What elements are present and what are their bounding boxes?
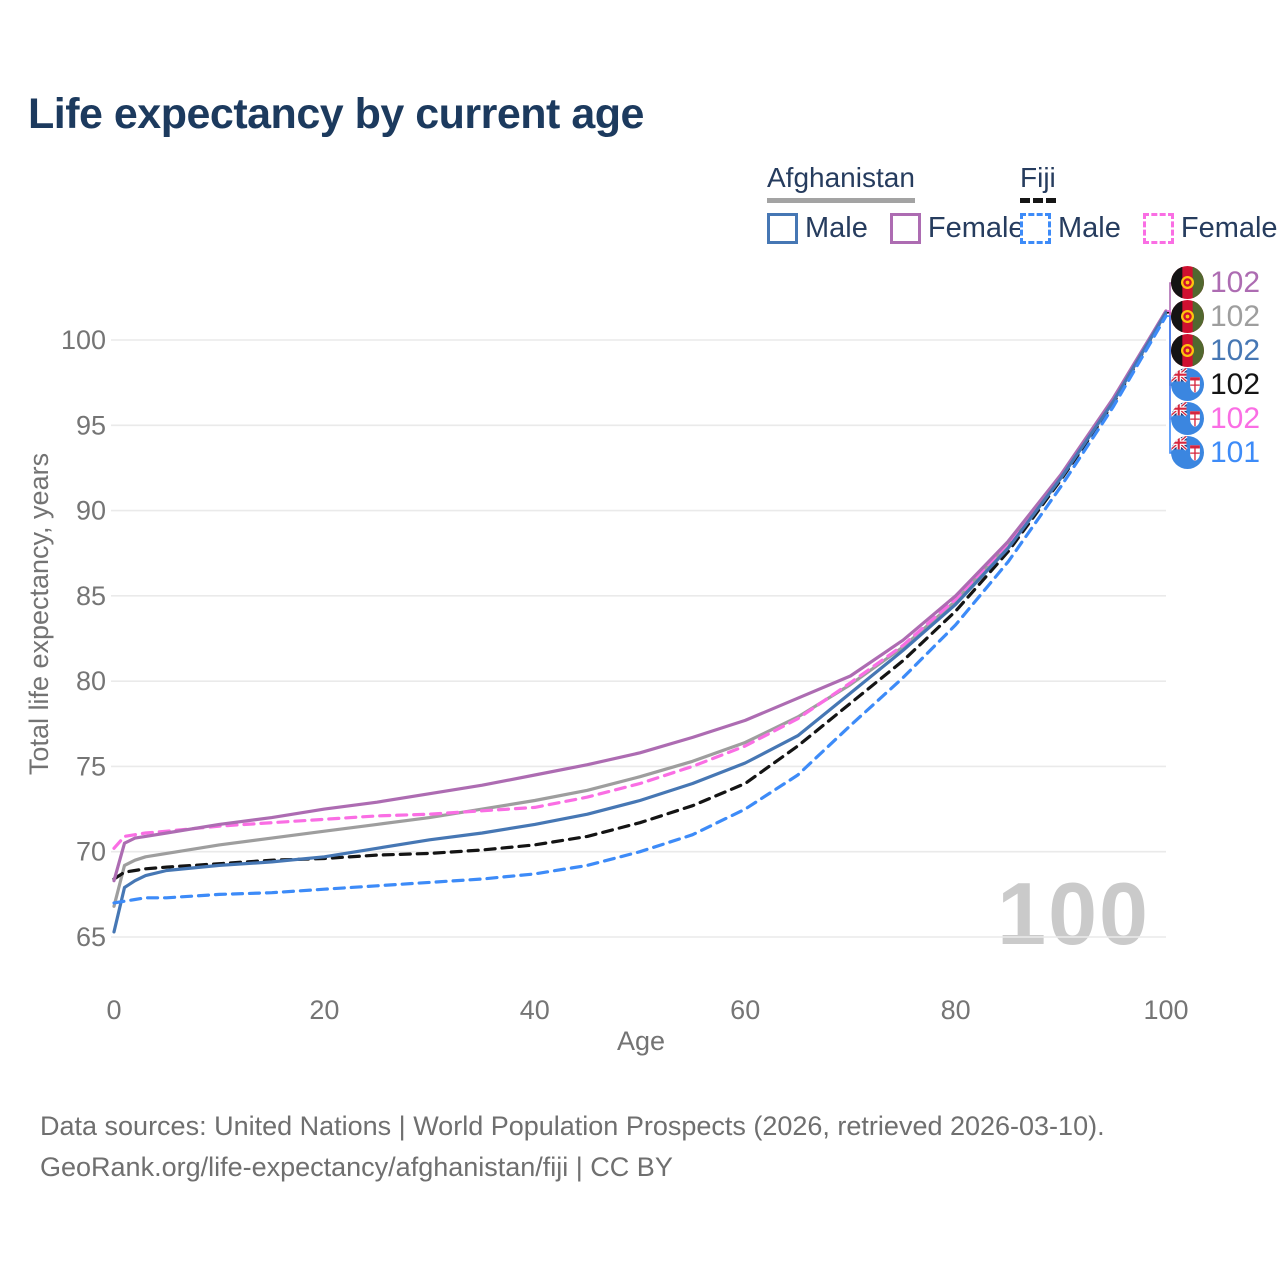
end-label-row-fiji_female: 102 — [1171, 402, 1260, 436]
legend-row-afghanistan: Male Female — [767, 212, 1047, 245]
end-value-label: 102 — [1210, 368, 1261, 401]
y-axis-title: Total life expectancy, years — [24, 453, 54, 775]
x-tick-label: 20 — [309, 995, 339, 1025]
y-tick-label: 70 — [76, 837, 106, 867]
age-indicator-watermark: 100 — [997, 864, 1150, 963]
legend-item-afghanistan-female[interactable]: Female — [889, 212, 1025, 245]
series-line-afg_total[interactable] — [112, 309, 1168, 908]
legend-item-fiji-male[interactable]: Male — [1020, 212, 1121, 245]
page-title: Life expectancy by current age — [28, 90, 644, 138]
legend-item-afghanistan-male[interactable]: Male — [767, 212, 868, 245]
legend-item-fiji-female[interactable]: Female — [1142, 212, 1278, 245]
fiji-flag-icon — [1171, 436, 1204, 469]
afghanistan-flag-icon — [1171, 266, 1204, 299]
legend-group-afghanistan: Afghanistan Male Female — [767, 162, 1047, 245]
end-value-label: 102 — [1210, 334, 1261, 367]
end-value-label: 102 — [1210, 300, 1261, 333]
end-value-label: 102 — [1210, 402, 1261, 435]
x-tick-label: 60 — [730, 995, 760, 1025]
legend-country-fiji[interactable]: Fiji — [1020, 162, 1056, 203]
end-value-label: 101 — [1210, 436, 1261, 469]
legend-item-label: Male — [1058, 212, 1121, 244]
legend-swatch-afghanistan-male-icon — [767, 213, 798, 244]
afghanistan-flag-icon — [1171, 300, 1204, 334]
legend-swatch-afghanistan-female-icon — [889, 213, 921, 244]
y-tick-label: 85 — [76, 581, 106, 611]
legend-group-fiji: Fiji Male Female — [1020, 162, 1280, 245]
y-tick-label: 90 — [76, 496, 106, 526]
end-label-row-afg_male: 102 — [1171, 334, 1260, 368]
legend-item-label: Female — [1180, 212, 1278, 244]
y-tick-label: 80 — [76, 666, 106, 696]
x-tick-label: 80 — [941, 995, 971, 1025]
x-tick-label: 100 — [1143, 995, 1188, 1025]
end-label-row-fiji_total: 102 — [1171, 368, 1260, 402]
footer-sources: Data sources: United Nations | World Pop… — [40, 1111, 1105, 1141]
y-tick-label: 100 — [61, 325, 106, 355]
fiji-flag-icon — [1171, 402, 1204, 436]
legend-row-fiji: Male Female — [1020, 212, 1280, 245]
legend-swatch-fiji-male-icon — [1020, 213, 1051, 244]
fiji-flag-icon — [1171, 402, 1204, 435]
series-line-fiji_female[interactable] — [112, 309, 1168, 850]
fiji-flag-icon — [1171, 368, 1204, 401]
end-label-row-afg_total: 102 — [1171, 300, 1260, 334]
footer-attribution: GeoRank.org/life-expectancy/afghanistan/… — [40, 1152, 673, 1182]
end-value-label: 102 — [1210, 266, 1261, 299]
y-tick-label: 65 — [76, 922, 106, 952]
series-line-afg_female[interactable] — [112, 309, 1168, 883]
gridlines — [111, 339, 1166, 938]
series-line-afg_male[interactable] — [112, 311, 1168, 934]
x-tick-label: 40 — [520, 995, 550, 1025]
fiji-flag-icon — [1171, 368, 1204, 402]
legend-swatch-fiji-female-icon — [1142, 213, 1174, 244]
y-tick-label: 95 — [76, 410, 106, 440]
afghanistan-flag-icon — [1171, 300, 1204, 333]
x-tick-label: 0 — [106, 995, 121, 1025]
y-tick-label: 75 — [76, 751, 106, 781]
end-label-row-afg_female: 102 — [1171, 266, 1260, 300]
series-line-fiji_total[interactable] — [112, 311, 1168, 881]
fiji-flag-icon — [1171, 436, 1204, 470]
end-label-row-fiji_male: 101 — [1171, 436, 1260, 470]
x-axis-title: Age — [617, 1026, 665, 1056]
axis-tick-labels: 65 70 75 80 85 90 95 100 0 20 40 60 80 100 — [61, 325, 1189, 1025]
legend-item-label: Male — [805, 212, 868, 244]
footer: Data sources: United Nations | World Pop… — [40, 1106, 1105, 1188]
legend-country-afghanistan[interactable]: Afghanistan — [767, 162, 915, 203]
afghanistan-flag-icon — [1171, 334, 1204, 367]
legend-item-label: Female — [927, 212, 1025, 244]
afghanistan-flag-icon — [1171, 334, 1204, 368]
series-line-fiji_male[interactable] — [112, 314, 1168, 905]
afghanistan-flag-icon — [1171, 266, 1204, 300]
series-lines — [112, 309, 1168, 934]
